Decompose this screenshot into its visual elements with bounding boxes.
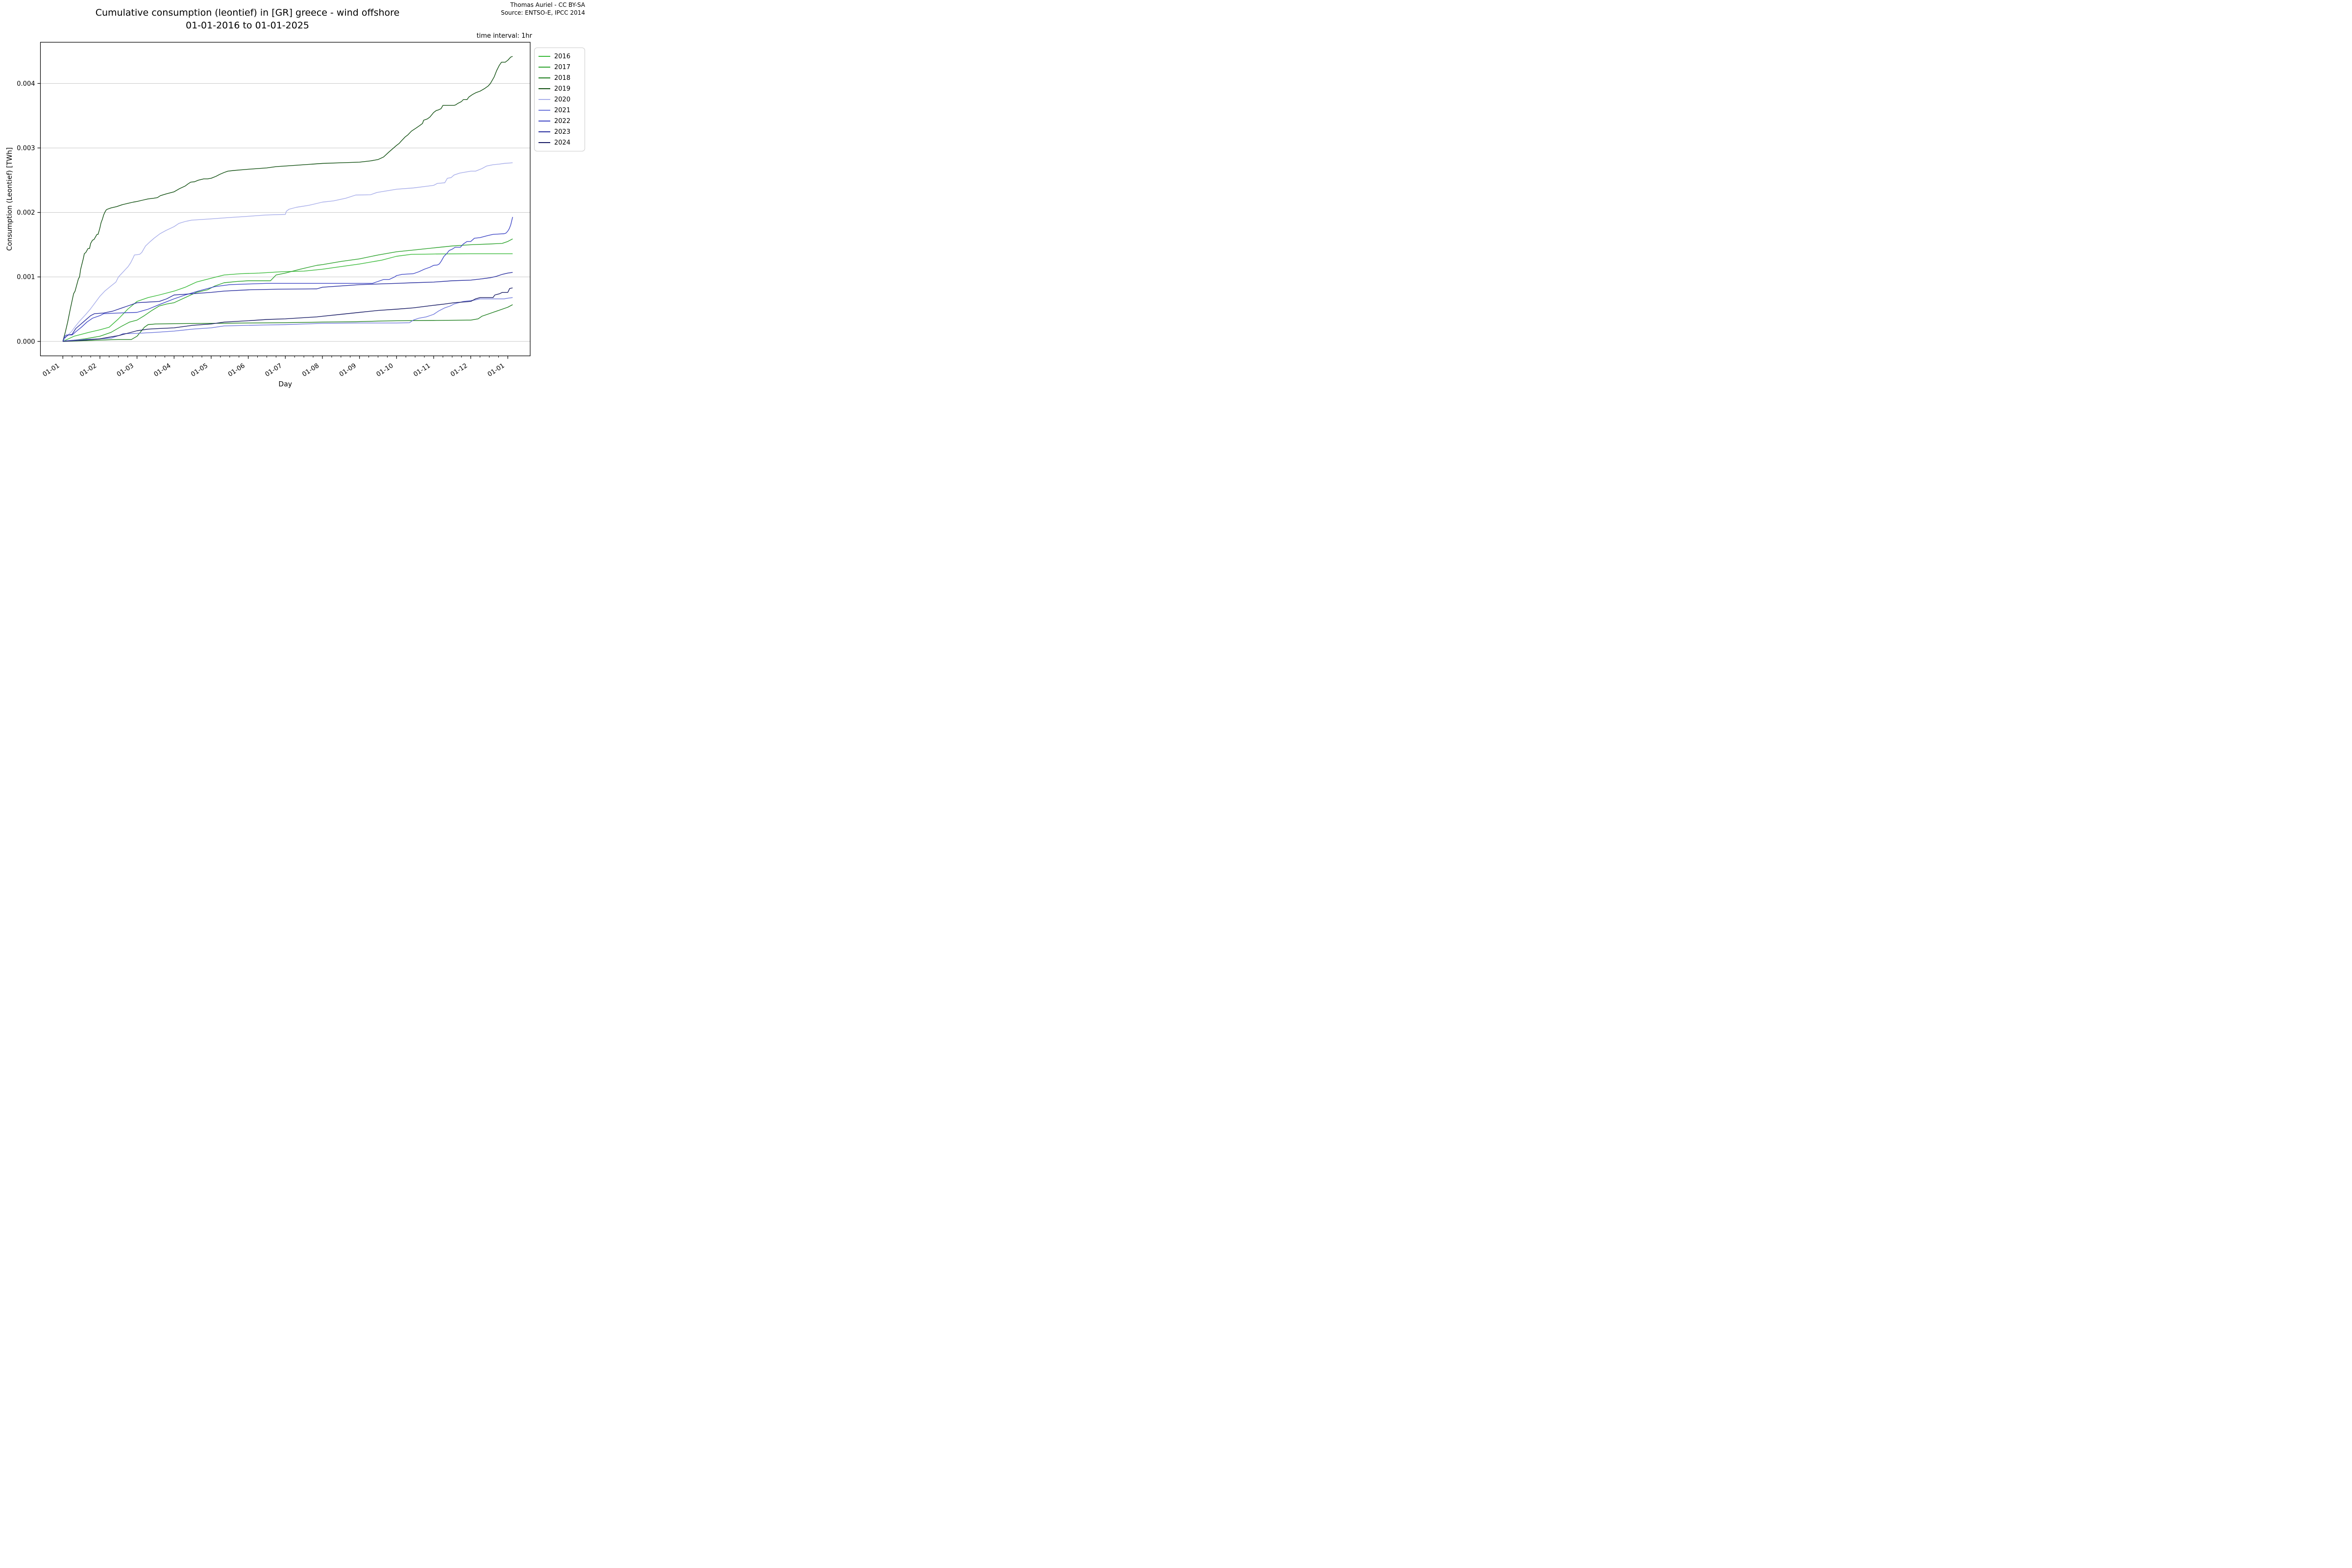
series-line-2016	[63, 253, 513, 342]
chart-title: Cumulative consumption (leontief) in [GR…	[0, 7, 495, 32]
legend-swatch-2019	[539, 88, 550, 89]
legend-item-2024: 2024	[539, 137, 581, 148]
x-tick-label: 01-01	[42, 362, 61, 378]
chart-page: 01-01 01-02 01-03 01-04 01-05 01-06 01-07 01-08…	[0, 0, 588, 392]
y-axis-label: Consumption (Leontief) [TWh]	[6, 147, 14, 251]
legend-swatch-2016	[539, 56, 550, 57]
x-axis-label: Day	[278, 380, 292, 388]
legend-label-2016: 2016	[554, 52, 571, 60]
x-tick-label: 01-07	[264, 362, 284, 378]
x-tick-label: 01-12	[449, 362, 469, 378]
legend-label-2020: 2020	[554, 96, 571, 103]
legend-item-2019: 2019	[539, 83, 581, 94]
x-tick-label: 01-09	[338, 362, 358, 378]
time-interval-note: time interval: 1hr	[476, 32, 532, 40]
x-tick-label: 01-06	[227, 362, 246, 378]
y-tick-label: 0.000	[17, 338, 35, 345]
legend-swatch-2024	[539, 142, 550, 143]
legend-label-2024: 2024	[554, 139, 571, 147]
y-tick-label: 0.004	[17, 80, 35, 88]
series-line-2023	[62, 272, 513, 342]
legend-item-2023: 2023	[539, 126, 581, 137]
y-tick-label: 0.003	[17, 145, 35, 152]
x-tick-label: 01-02	[78, 362, 98, 378]
chart-title-line1: Cumulative consumption (leontief) in [GR…	[95, 7, 400, 18]
x-tick-label: 01-11	[412, 362, 432, 378]
legend-label-2022: 2022	[554, 117, 571, 125]
y-tick-label: 0.002	[17, 209, 35, 217]
legend-swatch-2021	[539, 110, 550, 111]
x-tick-label: 01-04	[153, 362, 172, 378]
legend-item-2017: 2017	[539, 62, 581, 73]
y-tick-label: 0.001	[17, 274, 35, 281]
legend-label-2018: 2018	[554, 74, 571, 82]
legend-swatch-2017	[539, 67, 550, 68]
legend-item-2018: 2018	[539, 73, 581, 83]
x-tick-label: 01-05	[190, 362, 209, 378]
legend-swatch-2022	[539, 121, 550, 122]
legend-swatch-2020	[539, 99, 550, 100]
legend-label-2019: 2019	[554, 85, 571, 93]
legend-box: 2016 2017 2018 2019 2020 2021 2022 2023 2024	[534, 48, 585, 151]
x-tick-label: 01-08	[301, 362, 320, 378]
legend-item-2021: 2021	[539, 105, 581, 116]
series-line-2019	[62, 56, 513, 342]
x-tick-label: 01-03	[116, 362, 135, 378]
series-line-2020	[62, 162, 513, 342]
chart-title-line2: 01-01-2016 to 01-01-2025	[186, 20, 309, 31]
credit-source: Source: ENTSO-E, IPCC 2014	[501, 9, 585, 16]
legend-item-2016: 2016	[539, 51, 581, 62]
legend-swatch-2023	[539, 131, 550, 132]
legend-label-2021: 2021	[554, 106, 571, 114]
x-tick-label: 01-10	[375, 362, 395, 378]
legend-label-2023: 2023	[554, 128, 571, 136]
series-line-2024	[63, 287, 513, 342]
legend-label-2017: 2017	[554, 63, 571, 71]
credit-author: Thomas Auriel - CC BY-SA	[510, 1, 585, 8]
series-line-2022	[62, 217, 513, 342]
legend-swatch-2018	[539, 77, 550, 78]
x-tick-label: 01-01	[487, 362, 506, 378]
plot-border	[40, 42, 531, 356]
series-line-2017	[63, 238, 513, 342]
credit-attribution: Thomas Auriel - CC BY-SA Source: ENTSO-E…	[501, 1, 585, 17]
series-line-2018	[63, 304, 513, 342]
chart-canvas: 01-01 01-02 01-03 01-04 01-05 01-06 01-07 01-08…	[6, 42, 531, 388]
legend-item-2020: 2020	[539, 94, 581, 105]
legend-item-2022: 2022	[539, 116, 581, 126]
